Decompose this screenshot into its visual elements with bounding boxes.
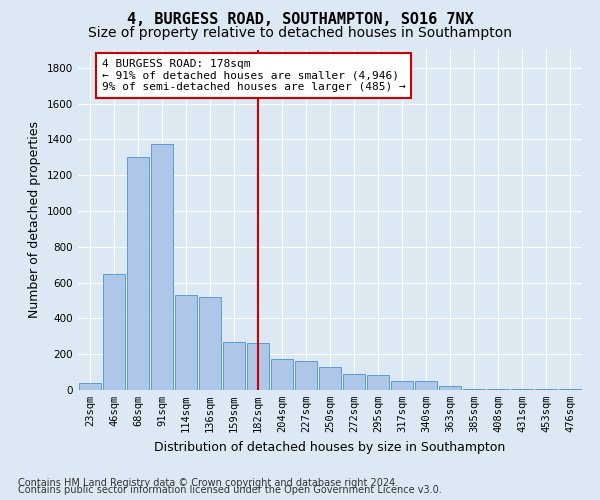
Bar — [439, 386, 461, 390]
Bar — [511, 389, 533, 390]
Bar — [343, 374, 365, 390]
Bar — [103, 274, 125, 390]
Bar — [295, 362, 317, 390]
Bar — [367, 375, 389, 390]
Bar — [223, 342, 245, 390]
Text: 4, BURGESS ROAD, SOUTHAMPTON, SO16 7NX: 4, BURGESS ROAD, SOUTHAMPTON, SO16 7NX — [127, 12, 473, 28]
Bar — [319, 366, 341, 390]
Text: Contains HM Land Registry data © Crown copyright and database right 2024.: Contains HM Land Registry data © Crown c… — [18, 478, 398, 488]
Bar — [391, 381, 413, 390]
Bar — [535, 389, 557, 390]
Text: Size of property relative to detached houses in Southampton: Size of property relative to detached ho… — [88, 26, 512, 40]
Bar — [247, 342, 269, 390]
Bar — [175, 295, 197, 390]
Bar — [79, 383, 101, 390]
Y-axis label: Number of detached properties: Number of detached properties — [28, 122, 41, 318]
Bar — [415, 381, 437, 390]
Bar — [559, 389, 581, 390]
Text: 4 BURGESS ROAD: 178sqm
← 91% of detached houses are smaller (4,946)
9% of semi-d: 4 BURGESS ROAD: 178sqm ← 91% of detached… — [102, 59, 406, 92]
Bar — [151, 144, 173, 390]
X-axis label: Distribution of detached houses by size in Southampton: Distribution of detached houses by size … — [154, 440, 506, 454]
Text: Contains public sector information licensed under the Open Government Licence v3: Contains public sector information licen… — [18, 485, 442, 495]
Bar — [271, 358, 293, 390]
Bar — [199, 297, 221, 390]
Bar — [463, 389, 485, 390]
Bar — [487, 389, 509, 390]
Bar — [127, 158, 149, 390]
